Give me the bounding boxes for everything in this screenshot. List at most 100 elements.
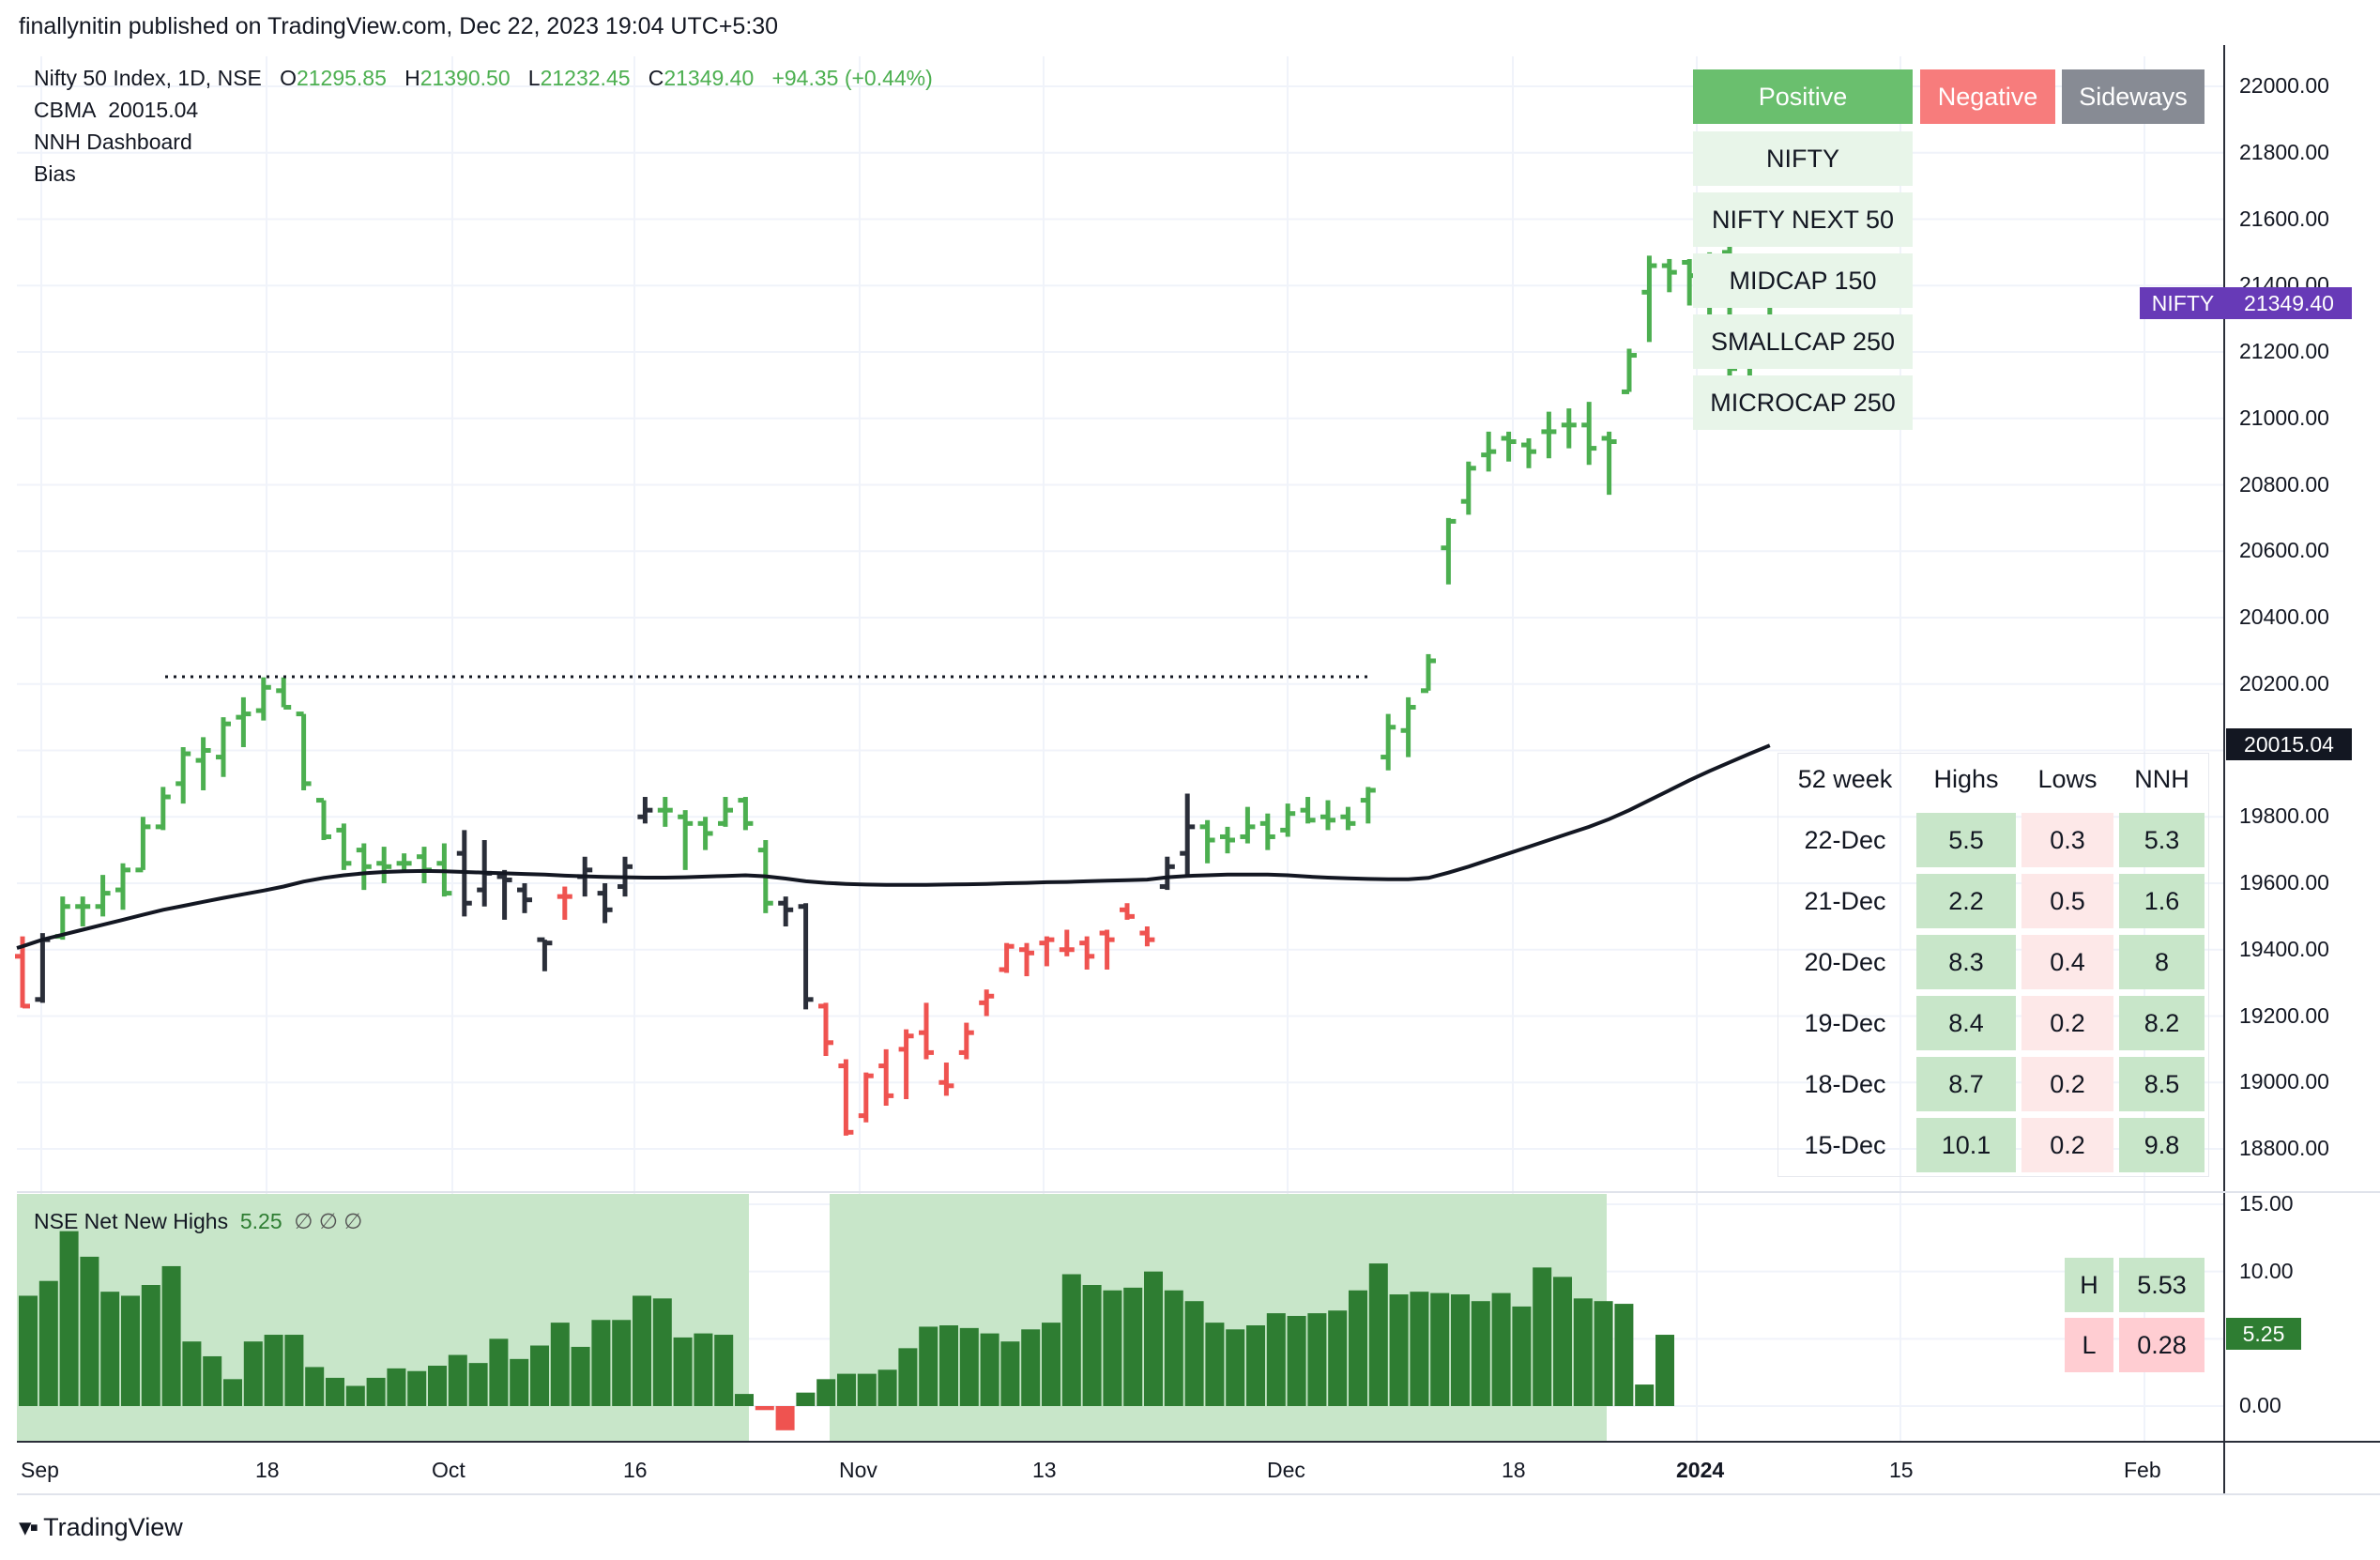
- ohlc-bar: [255, 677, 271, 721]
- nnh-bar: [550, 1323, 570, 1406]
- nnh-bar: [243, 1341, 263, 1406]
- legend-l-value: 21232.45: [540, 66, 631, 90]
- nnh-bar: [80, 1256, 99, 1406]
- nnh-tick-label: 15.00: [2239, 1191, 2294, 1216]
- nnh-table-cell: 8.5: [2119, 1057, 2205, 1111]
- tradingview-logo[interactable]: ▾▪ TradingView: [19, 1513, 183, 1542]
- nnh-bar: [1042, 1323, 1060, 1406]
- nnh-table-cell: 8.2: [2119, 996, 2205, 1050]
- nnh-table-header: Lows: [2037, 765, 2098, 793]
- nnh-bar: [1000, 1341, 1020, 1406]
- nnh-bar: [1287, 1315, 1306, 1406]
- index-microcap-250: MICROCAP 250: [1693, 375, 1913, 430]
- publisher-line: finallynitin published on TradingView.co…: [19, 13, 779, 39]
- ohlc-bar: [1581, 402, 1597, 466]
- legend-cbma-value: 20015.04: [108, 98, 199, 122]
- nnh-bar: [1368, 1263, 1388, 1406]
- price-tick-label: 20600.00: [2239, 538, 2329, 563]
- nnh-bar: [264, 1335, 283, 1406]
- nnh-table-cell: 5.3: [2119, 813, 2205, 867]
- nnh-table-cell: 8.7: [1916, 1057, 2016, 1111]
- ohlc-bar: [1381, 713, 1396, 771]
- nnh-bar: [182, 1341, 202, 1406]
- hl-h-label: H: [2065, 1258, 2113, 1312]
- nnh-bar: [1410, 1292, 1429, 1406]
- ohlc-bar: [858, 1072, 874, 1123]
- date-tick-label: Sep: [21, 1458, 59, 1482]
- nnh-bar: [959, 1327, 979, 1406]
- legend-symbol-row: Nifty 50 Index, 1D, NSE O21295.85 H21390…: [34, 66, 933, 91]
- ohlc-bar: [276, 677, 292, 711]
- legend-l-label: L: [527, 66, 541, 90]
- nnh-table-cell: 5.5: [1916, 813, 2016, 867]
- nnh-table-cell: 0.2: [2021, 1057, 2113, 1111]
- nnh-bar: [633, 1295, 651, 1406]
- legend-c-value: 21349.40: [664, 66, 755, 90]
- nnh-table-cell: 9.8: [2119, 1118, 2205, 1172]
- nnh-table-cell: 19-Dec: [1804, 1009, 1886, 1037]
- nnh-bar: [1082, 1285, 1102, 1406]
- ohlc-bar: [1360, 787, 1376, 824]
- nnh-table-frame: [1777, 753, 2209, 1177]
- sideways-button[interactable]: Sideways: [2062, 69, 2205, 124]
- date-tick-label: 18: [255, 1458, 280, 1482]
- ohlc-bar: [1421, 653, 1436, 694]
- nnh-legend-value: 5.25: [239, 1209, 282, 1233]
- index-midcap-150: MIDCAP 150: [1693, 253, 1913, 308]
- ohlc-bar: [1460, 461, 1476, 515]
- nnh-tick-label: 0.00: [2239, 1393, 2281, 1417]
- nnh-bar: [38, 1280, 58, 1406]
- ohlc-bar: [1622, 348, 1637, 394]
- legend-cbma-label: CBMA: [34, 98, 97, 122]
- nnh-bar: [326, 1377, 344, 1406]
- nnh-bar: [980, 1333, 999, 1406]
- ohlc-bar: [1641, 255, 1657, 343]
- cbma-line: [16, 743, 1771, 950]
- nnh-table-header: NNH: [2134, 765, 2189, 793]
- negative-button[interactable]: Negative: [1920, 69, 2055, 124]
- ohlc-bar: [1501, 431, 1517, 462]
- price-tick-label: 19800.00: [2239, 803, 2329, 829]
- ohlc-bar: [537, 937, 553, 971]
- legend-bias: Bias: [34, 161, 76, 186]
- nnh-bar: [652, 1298, 672, 1406]
- ohlc-bar: [175, 746, 191, 804]
- nnh-table-cell: 2.2: [1916, 874, 2016, 928]
- ohlc-bar: [396, 853, 412, 870]
- ohlc-bar: [296, 711, 312, 790]
- nnh-bar: [530, 1345, 549, 1406]
- nnh-bar: [714, 1335, 734, 1406]
- nnh-table-cell: 8.4: [1916, 996, 2016, 1050]
- nnh-bar: [1164, 1290, 1183, 1406]
- ohlc-bar: [1240, 806, 1256, 844]
- positive-button[interactable]: Positive: [1693, 69, 1913, 124]
- legend-o-value: 21295.85: [296, 66, 387, 90]
- legend-h-value: 21390.50: [420, 66, 511, 90]
- date-tick-label: 18: [1502, 1458, 1526, 1482]
- nifty-price-badge: 21349.40: [2226, 287, 2352, 319]
- ohlc-bar: [35, 933, 51, 1003]
- ohlc-bar: [1059, 929, 1075, 956]
- ohlc-bar: [1120, 903, 1135, 920]
- ohlc-bar: [1139, 925, 1155, 947]
- ohlc-bar: [1441, 517, 1457, 585]
- nnh-tick-label: 10.00: [2239, 1258, 2294, 1283]
- ohlc-bar: [75, 896, 91, 926]
- nnh-bar: [203, 1355, 222, 1406]
- nnh-bar: [100, 1292, 120, 1406]
- nnh-legend-extra: ∅ ∅ ∅: [294, 1209, 363, 1233]
- ohlc-bar: [1601, 431, 1617, 496]
- legend-c-label: C: [648, 66, 664, 90]
- nnh-bar: [919, 1326, 938, 1406]
- ohlc-bar: [1099, 929, 1115, 970]
- ohlc-bar: [798, 903, 814, 1010]
- price-tick-label: 19200.00: [2239, 1002, 2329, 1028]
- nnh-bar: [898, 1348, 918, 1406]
- ohlc-bar: [1481, 431, 1497, 472]
- tradingview-logo-icon: ▾▪: [19, 1513, 38, 1541]
- nnh-legend-title: NSE Net New Highs: [34, 1209, 229, 1233]
- legend-o-label: O: [280, 66, 297, 90]
- nnh-table-cell: 18-Dec: [1804, 1070, 1886, 1098]
- ohlc-bar: [376, 847, 392, 883]
